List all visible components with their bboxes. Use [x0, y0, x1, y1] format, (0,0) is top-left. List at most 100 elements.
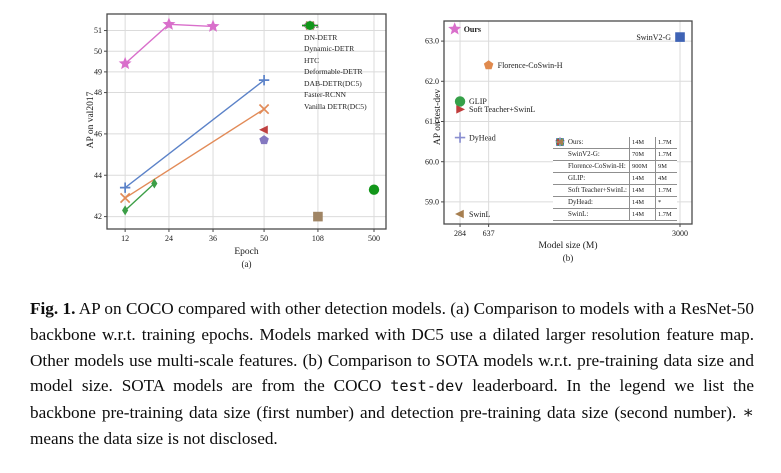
y-tick-label: 61.0	[425, 117, 439, 126]
detection-pretrain-size: 1.7M	[655, 185, 677, 196]
chart-a-grid	[107, 14, 386, 229]
dynamic-detr-marker	[119, 192, 131, 204]
detection-pretrain-size: *	[655, 197, 677, 208]
plot-border	[106, 13, 387, 230]
chart-a-subplot-label: (a)	[241, 259, 252, 269]
vanilla-detr-dc5-marker	[368, 184, 380, 195]
legend-item-htc: HTC	[301, 21, 367, 67]
backbone-pretrain-size: 14M	[629, 173, 655, 184]
legend-label: Dynamic-DETR	[304, 44, 355, 54]
soft-teacher-swinl-annotation: Soft Teacher+SwinL	[469, 105, 535, 114]
dn-detr-marker	[258, 74, 270, 86]
ours-annotation: Ours	[464, 25, 481, 34]
legend-model-name: SwinV2-G:	[568, 151, 600, 158]
legend-item-dynamic-detr: Dynamic-DETR	[301, 20, 367, 55]
legend-model-name: DyHead:	[568, 199, 593, 206]
y-tick-label: 44	[94, 171, 102, 180]
legend-label: DAB-DETR(DC5)	[304, 78, 362, 88]
caption-text-2: leaderboard. In the legend we list the b…	[30, 376, 754, 448]
legend-row-ours: Ours: 14M 1.7M	[553, 136, 677, 149]
chart-a-legend: OursDN-DETRDynamic-DETRHTCDeformable-DET…	[301, 19, 367, 112]
x-tick-label: 50	[260, 234, 268, 243]
legend-model-name: GLIP:	[568, 175, 586, 182]
y-tick-label: 60.0	[425, 157, 439, 166]
legend-label: Faster-RCNN	[304, 90, 347, 100]
chart-b-x-axis-label: Model size (M)	[538, 241, 598, 251]
glip-marker	[454, 96, 466, 107]
htc-marker	[122, 205, 129, 216]
circle-icon	[302, 21, 318, 30]
legend-row-swinl: SwinL: 14M 1.7M	[553, 138, 677, 221]
dynamic-detr-line	[124, 108, 265, 199]
detection-pretrain-size: 1.7M	[655, 209, 677, 220]
backbone-pretrain-size: 14M	[629, 209, 655, 220]
y-tick-label: 42	[94, 212, 102, 221]
dyhead-marker	[454, 132, 466, 143]
deformable-detr-marker	[259, 125, 268, 135]
legend-label: DN-DETR	[304, 32, 338, 42]
swinl-annotation: SwinL	[469, 210, 490, 219]
ours-marker	[162, 17, 176, 30]
swinv2-g-marker	[675, 32, 685, 42]
ours-marker	[448, 22, 462, 35]
x-tick-label: 36	[209, 234, 217, 243]
soft-teacher-swinl-marker	[456, 105, 466, 114]
backbone-pretrain-size: 14M	[629, 197, 655, 208]
x-tick-label: 108	[312, 234, 324, 243]
y-tick-label: 50	[94, 47, 102, 56]
htc-marker	[151, 178, 158, 189]
legend-label: Deformable-DETR	[304, 67, 363, 77]
chart-b: 284 637 3000 59.0 60.0 61.0 62.0 63.0 Ours SwinV2…	[425, 6, 778, 301]
y-tick-label: 63.0	[425, 37, 439, 46]
legend-model-name: Florence-CoSwin-H:	[568, 163, 626, 170]
legend-row-glip: GLIP: 14M 4M	[553, 137, 677, 185]
dn-detr-line	[124, 79, 265, 189]
detection-pretrain-size: 1.7M	[655, 137, 677, 148]
florence-coswin-h-marker	[483, 60, 494, 70]
circle-glyph	[305, 21, 315, 30]
chart-b-subplot-label: (b)	[562, 253, 574, 263]
legend-row-florence-coswin-h: Florence-CoSwin-H: 900M 9M	[553, 138, 677, 173]
legend-row-soft-teacher-swinl: Soft Teacher+SwinL: 14M 1.7M	[553, 138, 677, 197]
chart-a-x-axis-label: Epoch	[234, 247, 259, 257]
legend-row-dyhead: DyHead: 14M *	[553, 137, 677, 209]
detection-pretrain-size: 1.7M	[655, 149, 677, 160]
backbone-pretrain-size: 900M	[629, 161, 655, 172]
glip-annotation: GLIP	[469, 97, 487, 106]
plot-border	[443, 20, 693, 225]
dab-detr-dc5-marker	[259, 135, 269, 145]
y-tick-label: 49	[94, 67, 102, 76]
legend-item-dn-detr: DN-DETR	[301, 21, 367, 44]
dn-detr-marker	[119, 182, 131, 193]
legend-model-name: Soft Teacher+SwinL:	[568, 187, 627, 194]
x-tick-label: 24	[165, 234, 173, 243]
y-tick-label: 59.0	[425, 197, 439, 206]
florence-coswin-h-annotation: Florence-CoSwin-H	[498, 61, 563, 70]
legend-model-name: Ours:	[568, 139, 584, 146]
x-tick-label: 12	[121, 234, 129, 243]
legend-item-deformable-detr: Deformable-DETR	[301, 21, 367, 78]
x-tick-label: 3000	[672, 229, 688, 238]
legend-item-dab-detr-dc5: DAB-DETR(DC5)	[301, 21, 367, 90]
legend-label: Vanilla DETR(DC5)	[304, 101, 367, 111]
x-tick-label: 637	[483, 229, 495, 238]
legend-model-name: SwinL:	[568, 211, 589, 218]
faster-rcnn-marker	[313, 211, 323, 222]
backbone-pretrain-size: 14M	[629, 185, 655, 196]
chart-b-y-axis-label: AP on test-dev	[433, 88, 443, 146]
backbone-pretrain-size: 14M	[629, 137, 655, 148]
triangle-left-glyph	[556, 138, 563, 146]
caption-figure-label: Fig. 1.	[30, 299, 76, 318]
dynamic-detr-marker	[258, 103, 270, 115]
y-tick-label: 51	[94, 26, 102, 35]
y-tick-label: 62.0	[425, 77, 439, 86]
backbone-pretrain-size: 70M	[629, 149, 655, 160]
figure-caption: Fig. 1. AP on COCO compared with other d…	[30, 296, 754, 452]
triangle-left-icon	[556, 138, 563, 146]
caption-mono-test-dev: test-dev	[390, 377, 464, 396]
dyhead-annotation: DyHead	[469, 133, 496, 142]
y-tick-label: 48	[94, 88, 102, 97]
detection-pretrain-size: 4M	[655, 173, 677, 184]
legend-label: HTC	[304, 55, 320, 65]
